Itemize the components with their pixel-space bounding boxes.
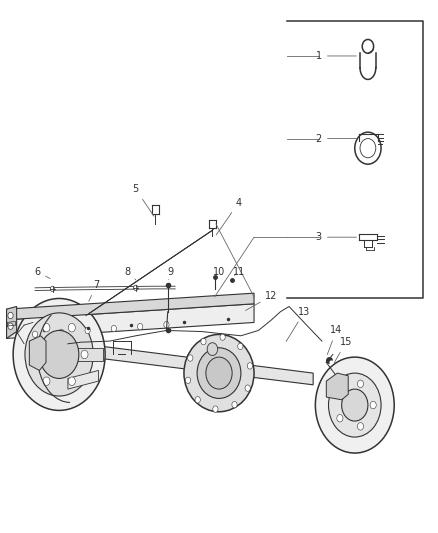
Circle shape xyxy=(85,327,90,334)
Text: 14: 14 xyxy=(327,326,343,354)
Circle shape xyxy=(30,350,37,359)
Text: 9: 9 xyxy=(168,267,174,280)
Text: 12: 12 xyxy=(246,291,278,310)
Circle shape xyxy=(59,329,64,336)
Text: 4: 4 xyxy=(216,198,242,235)
Circle shape xyxy=(195,397,200,403)
Circle shape xyxy=(207,343,218,356)
Polygon shape xyxy=(68,370,99,389)
Ellipse shape xyxy=(197,348,241,399)
Circle shape xyxy=(43,377,50,385)
Circle shape xyxy=(188,355,193,361)
Polygon shape xyxy=(326,373,348,400)
Text: 11: 11 xyxy=(233,267,245,277)
Circle shape xyxy=(50,286,55,292)
Circle shape xyxy=(68,324,75,332)
Circle shape xyxy=(134,285,138,290)
Text: 1: 1 xyxy=(316,51,357,61)
Circle shape xyxy=(13,298,105,410)
Text: 3: 3 xyxy=(316,232,357,242)
Polygon shape xyxy=(103,346,313,385)
Circle shape xyxy=(245,385,250,391)
Circle shape xyxy=(220,334,225,340)
Circle shape xyxy=(247,362,253,369)
Polygon shape xyxy=(29,336,46,370)
Circle shape xyxy=(357,423,364,430)
Circle shape xyxy=(232,401,237,408)
Circle shape xyxy=(213,406,218,413)
Circle shape xyxy=(185,377,191,384)
Circle shape xyxy=(337,415,343,422)
Circle shape xyxy=(337,388,343,395)
Circle shape xyxy=(32,331,38,337)
Circle shape xyxy=(357,380,364,387)
Ellipse shape xyxy=(184,335,254,411)
Circle shape xyxy=(238,343,243,350)
Polygon shape xyxy=(7,304,254,338)
Circle shape xyxy=(81,350,88,359)
Bar xyxy=(77,348,103,361)
Text: 6: 6 xyxy=(34,267,50,279)
Text: 2: 2 xyxy=(316,134,357,143)
Text: 13: 13 xyxy=(286,307,311,342)
Circle shape xyxy=(370,401,376,409)
Polygon shape xyxy=(7,293,254,320)
Text: 5: 5 xyxy=(133,184,154,216)
Circle shape xyxy=(8,312,13,319)
Circle shape xyxy=(68,377,75,385)
Text: 8: 8 xyxy=(124,267,136,280)
Circle shape xyxy=(164,321,169,328)
Polygon shape xyxy=(7,306,17,338)
Circle shape xyxy=(111,325,117,332)
Circle shape xyxy=(138,324,143,330)
Circle shape xyxy=(315,357,394,453)
Circle shape xyxy=(201,338,206,345)
Circle shape xyxy=(328,373,381,437)
Circle shape xyxy=(206,357,232,389)
Text: 15: 15 xyxy=(334,337,352,362)
Text: 10: 10 xyxy=(213,267,225,277)
Circle shape xyxy=(8,323,13,329)
Circle shape xyxy=(43,324,50,332)
Circle shape xyxy=(39,330,79,378)
Circle shape xyxy=(25,313,93,396)
Text: 7: 7 xyxy=(89,280,99,301)
Circle shape xyxy=(342,389,368,421)
